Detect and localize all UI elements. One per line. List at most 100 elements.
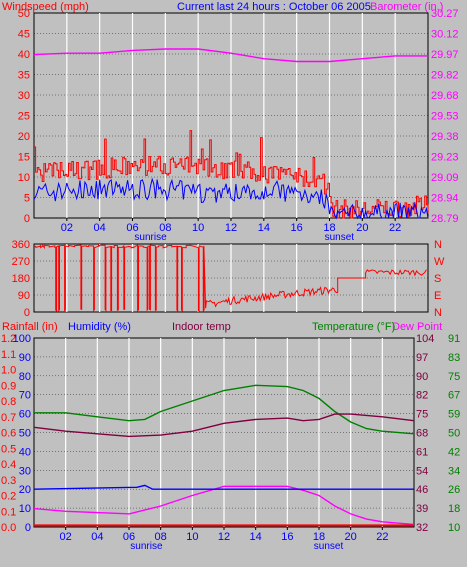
humidity-axis-label: 50 [19, 428, 31, 440]
humidity-axis-label: 80 [19, 371, 31, 383]
humidity-axis-label: 30 [19, 465, 31, 477]
temperature-axis-label: 90 [416, 371, 428, 383]
temperature-axis-label: 46 [416, 484, 428, 496]
barometer-axis-label: 28.79 [431, 213, 459, 225]
direction-axis-label: 90 [18, 290, 30, 302]
barometer-axis-label: 29.38 [431, 131, 459, 143]
windspeed-axis-label: 5 [24, 193, 30, 205]
barometer-axis-label: 29.23 [431, 152, 459, 164]
wind-panel-x-tick-label: 14 [258, 222, 270, 234]
temp-panel-x-tick-label: 12 [218, 531, 230, 543]
rainfall-axis-label: 0.1 [1, 506, 16, 518]
temperature-axis-label: 68 [416, 428, 428, 440]
dewpoint-axis-label: 18 [448, 503, 460, 515]
rainfall-axis-label: 0.0 [1, 522, 16, 534]
rainfall-header: Rainfall (in) [2, 321, 58, 333]
temperature-line [34, 384, 415, 435]
temperature-axis-label: 97 [416, 352, 428, 364]
rainfall-axis-label: 1.0 [1, 365, 16, 377]
windspeed-axis-label: 45 [18, 29, 30, 41]
dewpoint-axis-label: 59 [448, 409, 460, 421]
dewpoint-axis-label: 42 [448, 446, 460, 458]
humidity-axis-label: 20 [19, 484, 31, 496]
wind-panel-sunrise-label: sunrise [134, 232, 167, 243]
compass-axis-label: N [434, 239, 442, 251]
barometer-line [33, 48, 428, 63]
humidity-line [33, 484, 414, 490]
dewpoint-axis-label: 10 [448, 522, 460, 534]
wind-panel-x-tick-label: 04 [94, 222, 106, 234]
temp-panel-x-tick-label: 20 [345, 531, 357, 543]
temperature-axis-label: 32 [416, 522, 428, 534]
dewpoint-axis-label: 83 [448, 352, 460, 364]
windspeed-axis-label: 0 [24, 213, 30, 225]
dewpoint-axis-label: 67 [448, 390, 460, 402]
temp-panel-x-tick-label: 16 [281, 531, 293, 543]
humidity-axis-label: 100 [13, 333, 31, 345]
humidity-header: Humidity (%) [68, 321, 131, 333]
temp-panel-x-tick-label: 10 [186, 531, 198, 543]
direction-axis-label: 360 [12, 239, 30, 251]
indoor-temp-line [33, 413, 415, 438]
chart-title: Current last 24 hours : October 06 2005 [177, 1, 371, 13]
temp-panel-x-tick-label: 08 [155, 531, 167, 543]
humidity-axis-label: 0 [25, 522, 31, 534]
temp-panel-x-tick-label: 06 [123, 531, 135, 543]
barometer-axis-label: 29.97 [431, 49, 459, 61]
rainfall-axis-label: 0.5 [1, 443, 16, 455]
dewpoint-axis-label: 75 [448, 371, 460, 383]
rainfall-axis-label: 1.1 [1, 349, 16, 361]
temp-panel-sunset-label: sunset [314, 541, 344, 552]
temperature-axis-label: 75 [416, 409, 428, 421]
temp-panel-x-tick-label: 18 [313, 531, 325, 543]
temp-panel-x-tick-label: 04 [91, 531, 103, 543]
barometer-header: Barometer (in.) [370, 1, 443, 13]
wind-panel-x-tick-label: 16 [291, 222, 303, 234]
windspeed-axis-label: 40 [18, 49, 30, 61]
humidity-axis-label: 70 [19, 390, 31, 402]
direction-axis-label: 270 [12, 256, 30, 268]
barometer-axis-label: 28.94 [431, 193, 459, 205]
barometer-axis-label: 29.68 [431, 90, 459, 102]
temp-panel-x-tick-label: 02 [60, 531, 72, 543]
humidity-axis-label: 90 [19, 352, 31, 364]
windspeed-axis-label: 15 [18, 152, 30, 164]
temp-panel-sunrise-label: sunrise [130, 541, 163, 552]
barometer-axis-label: 29.09 [431, 172, 459, 184]
humidity-axis-label: 10 [19, 503, 31, 515]
humidity-axis-label: 60 [19, 409, 31, 421]
indoor-temp-header: Indoor temp [172, 321, 231, 333]
rainfall-axis-label: 0.8 [1, 396, 16, 408]
barometer-axis-label: 30.12 [431, 29, 459, 41]
dewpoint-axis-label: 91 [448, 333, 460, 345]
wind-panel-x-tick-label: 22 [389, 222, 401, 234]
rainfall-axis-label: 0.6 [1, 428, 16, 440]
windspeed-axis-label: 50 [18, 8, 30, 20]
wind-panel-x-tick-label: 10 [192, 222, 204, 234]
direction-axis-label: 0 [24, 307, 30, 319]
windspeed-axis-label: 20 [18, 131, 30, 143]
barometer-axis-label: 30.27 [431, 8, 459, 20]
temp-panel-x-tick-label: 22 [376, 531, 388, 543]
dewpoint-axis-label: 34 [448, 465, 460, 477]
direction-axis-label: 180 [12, 273, 30, 285]
compass-axis-label: W [434, 256, 445, 268]
compass-axis-label: S [434, 273, 441, 285]
wind-panel-x-tick-label: 18 [323, 222, 335, 234]
wind-panel-x-tick-label: 20 [356, 222, 368, 234]
windspeed-header: Windspeed (mph) [2, 1, 89, 13]
wind-panel-x-tick-label: 02 [61, 222, 73, 234]
wind-panel-sunset-label: sunset [325, 232, 355, 243]
barometer-axis-label: 29.53 [431, 111, 459, 123]
rainfall-axis-label: 0.2 [1, 491, 16, 503]
wind-speed-line [33, 177, 429, 220]
temperature-axis-label: 39 [416, 503, 428, 515]
compass-axis-label: E [434, 290, 441, 302]
windspeed-axis-label: 25 [18, 111, 30, 123]
barometer-axis-label: 29.82 [431, 70, 459, 82]
temp-panel-x-tick-label: 14 [250, 531, 262, 543]
windspeed-axis-label: 35 [18, 70, 30, 82]
rainfall-axis-label: 0.4 [1, 459, 16, 471]
